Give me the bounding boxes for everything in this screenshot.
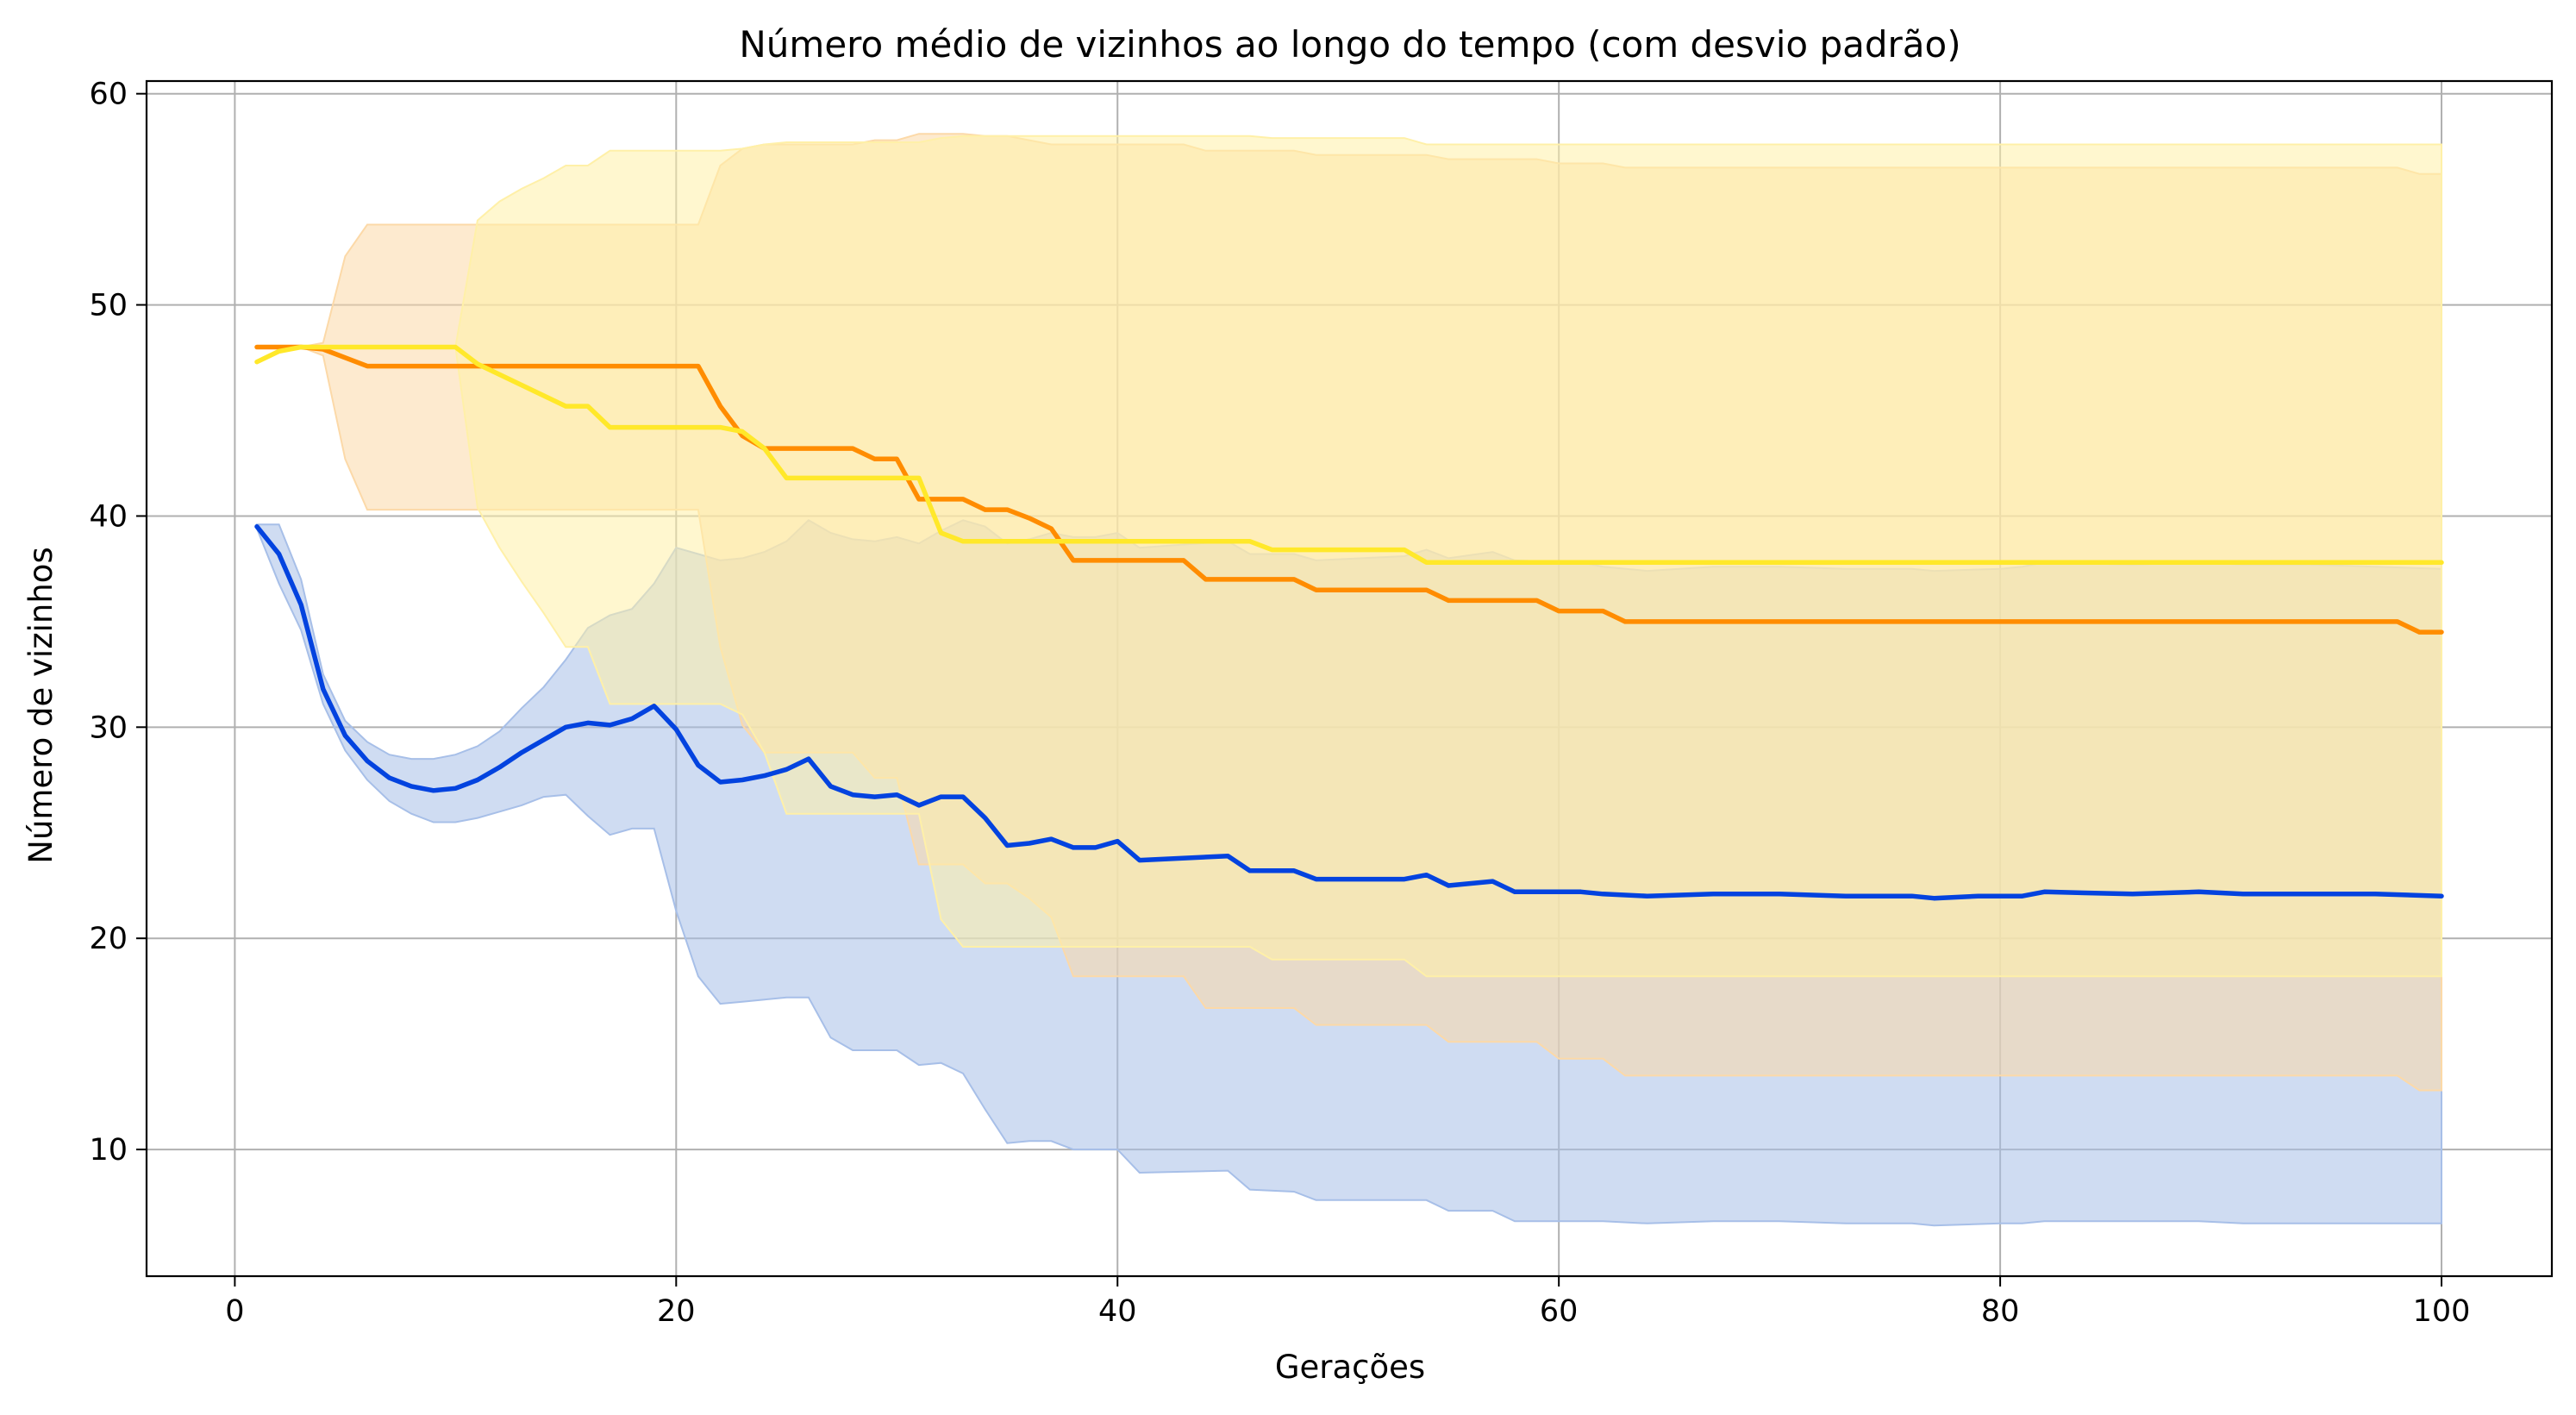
mean-lines <box>254 344 2444 901</box>
y-tick-label: 10 <box>89 1133 128 1168</box>
x-tick-label: 60 <box>1540 1294 1579 1329</box>
y-tick-label: 60 <box>89 78 128 112</box>
mean-line-3 <box>254 344 2444 566</box>
std-bands <box>256 133 2442 1227</box>
axis-ticks: 0 20 40 60 80 100 10 20 30 40 50 60 <box>89 78 2470 1329</box>
x-tick-label: 100 <box>2413 1294 2471 1329</box>
x-tick-label: 20 <box>657 1294 696 1329</box>
mean-line-2 <box>254 344 2444 635</box>
x-axis-label: Gerações <box>1275 1349 1425 1386</box>
mean-line-1 <box>254 523 2444 901</box>
y-axis-label: Número de vizinhos <box>22 547 59 863</box>
x-tick-label: 0 <box>225 1294 244 1329</box>
chart-title: Número médio de vizinhos ao longo do tem… <box>739 23 1960 66</box>
x-tick-label: 80 <box>1981 1294 2020 1329</box>
y-tick-label: 40 <box>89 499 128 534</box>
plot-frame <box>145 79 2554 1278</box>
y-tick-label: 50 <box>89 289 128 323</box>
x-tick-label: 40 <box>1098 1294 1137 1329</box>
y-tick-label: 20 <box>89 922 128 956</box>
y-tick-label: 30 <box>89 711 128 745</box>
